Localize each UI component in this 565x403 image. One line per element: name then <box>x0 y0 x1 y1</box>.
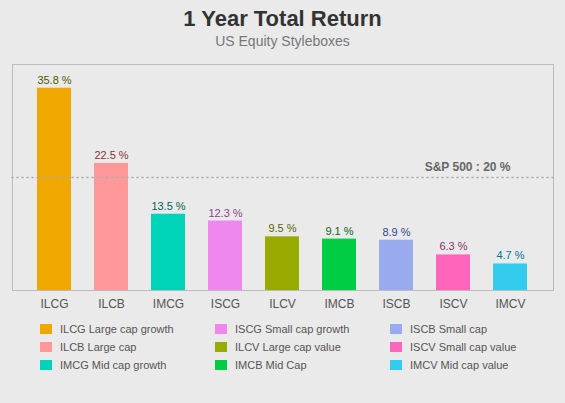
svg-text:ILCG: ILCG <box>40 297 68 311</box>
svg-text:4.7 %: 4.7 % <box>496 249 524 261</box>
svg-text:12.3 %: 12.3 % <box>208 207 242 219</box>
svg-text:8.9 %: 8.9 % <box>382 226 410 238</box>
svg-text:IMCV: IMCV <box>496 297 526 311</box>
html-text:ISCG Small cap growth: ISCG Small cap growth <box>235 323 350 335</box>
html-text:IMCV Mid cap value: IMCV Mid cap value <box>410 359 509 371</box>
html-text:1 Year Total Return: 1 Year Total Return <box>183 6 382 31</box>
svg-text:22.5 %: 22.5 % <box>94 149 128 161</box>
svg-text:9.5 %: 9.5 % <box>268 222 296 234</box>
svg-text:S&P 500 : 20 %: S&P 500 : 20 % <box>425 160 511 174</box>
svg-text:ILCV: ILCV <box>269 297 296 311</box>
html-text:ISCB Small cap: ISCB Small cap <box>410 323 487 335</box>
html-text:ILCB Large cap: ILCB Large cap <box>60 341 137 353</box>
svg-text:ISCB: ISCB <box>382 297 410 311</box>
html-text:ISCV Small cap value: ISCV Small cap value <box>410 341 517 353</box>
html-text:ILCG Large cap growth: ILCG Large cap growth <box>60 323 174 335</box>
svg-text:13.5 %: 13.5 % <box>151 200 185 212</box>
svg-text:IMCB: IMCB <box>325 297 355 311</box>
svg-text:6.3 %: 6.3 % <box>439 240 467 252</box>
svg-text:ILCB: ILCB <box>98 297 125 311</box>
html-text:ILCV Large cap value: ILCV Large cap value <box>235 341 341 353</box>
html-text:IMCB Mid Cap: IMCB Mid Cap <box>235 359 307 371</box>
svg-text:IMCG: IMCG <box>153 297 184 311</box>
html-text:IMCG Mid cap growth: IMCG Mid cap growth <box>60 359 167 371</box>
svg-text:ISCG: ISCG <box>211 297 240 311</box>
svg-text:9.1 %: 9.1 % <box>325 225 353 237</box>
svg-text:35.8 %: 35.8 % <box>37 74 71 86</box>
svg-text:ISCV: ISCV <box>439 297 467 311</box>
html-text:US Equity Styleboxes: US Equity Styleboxes <box>215 33 350 49</box>
